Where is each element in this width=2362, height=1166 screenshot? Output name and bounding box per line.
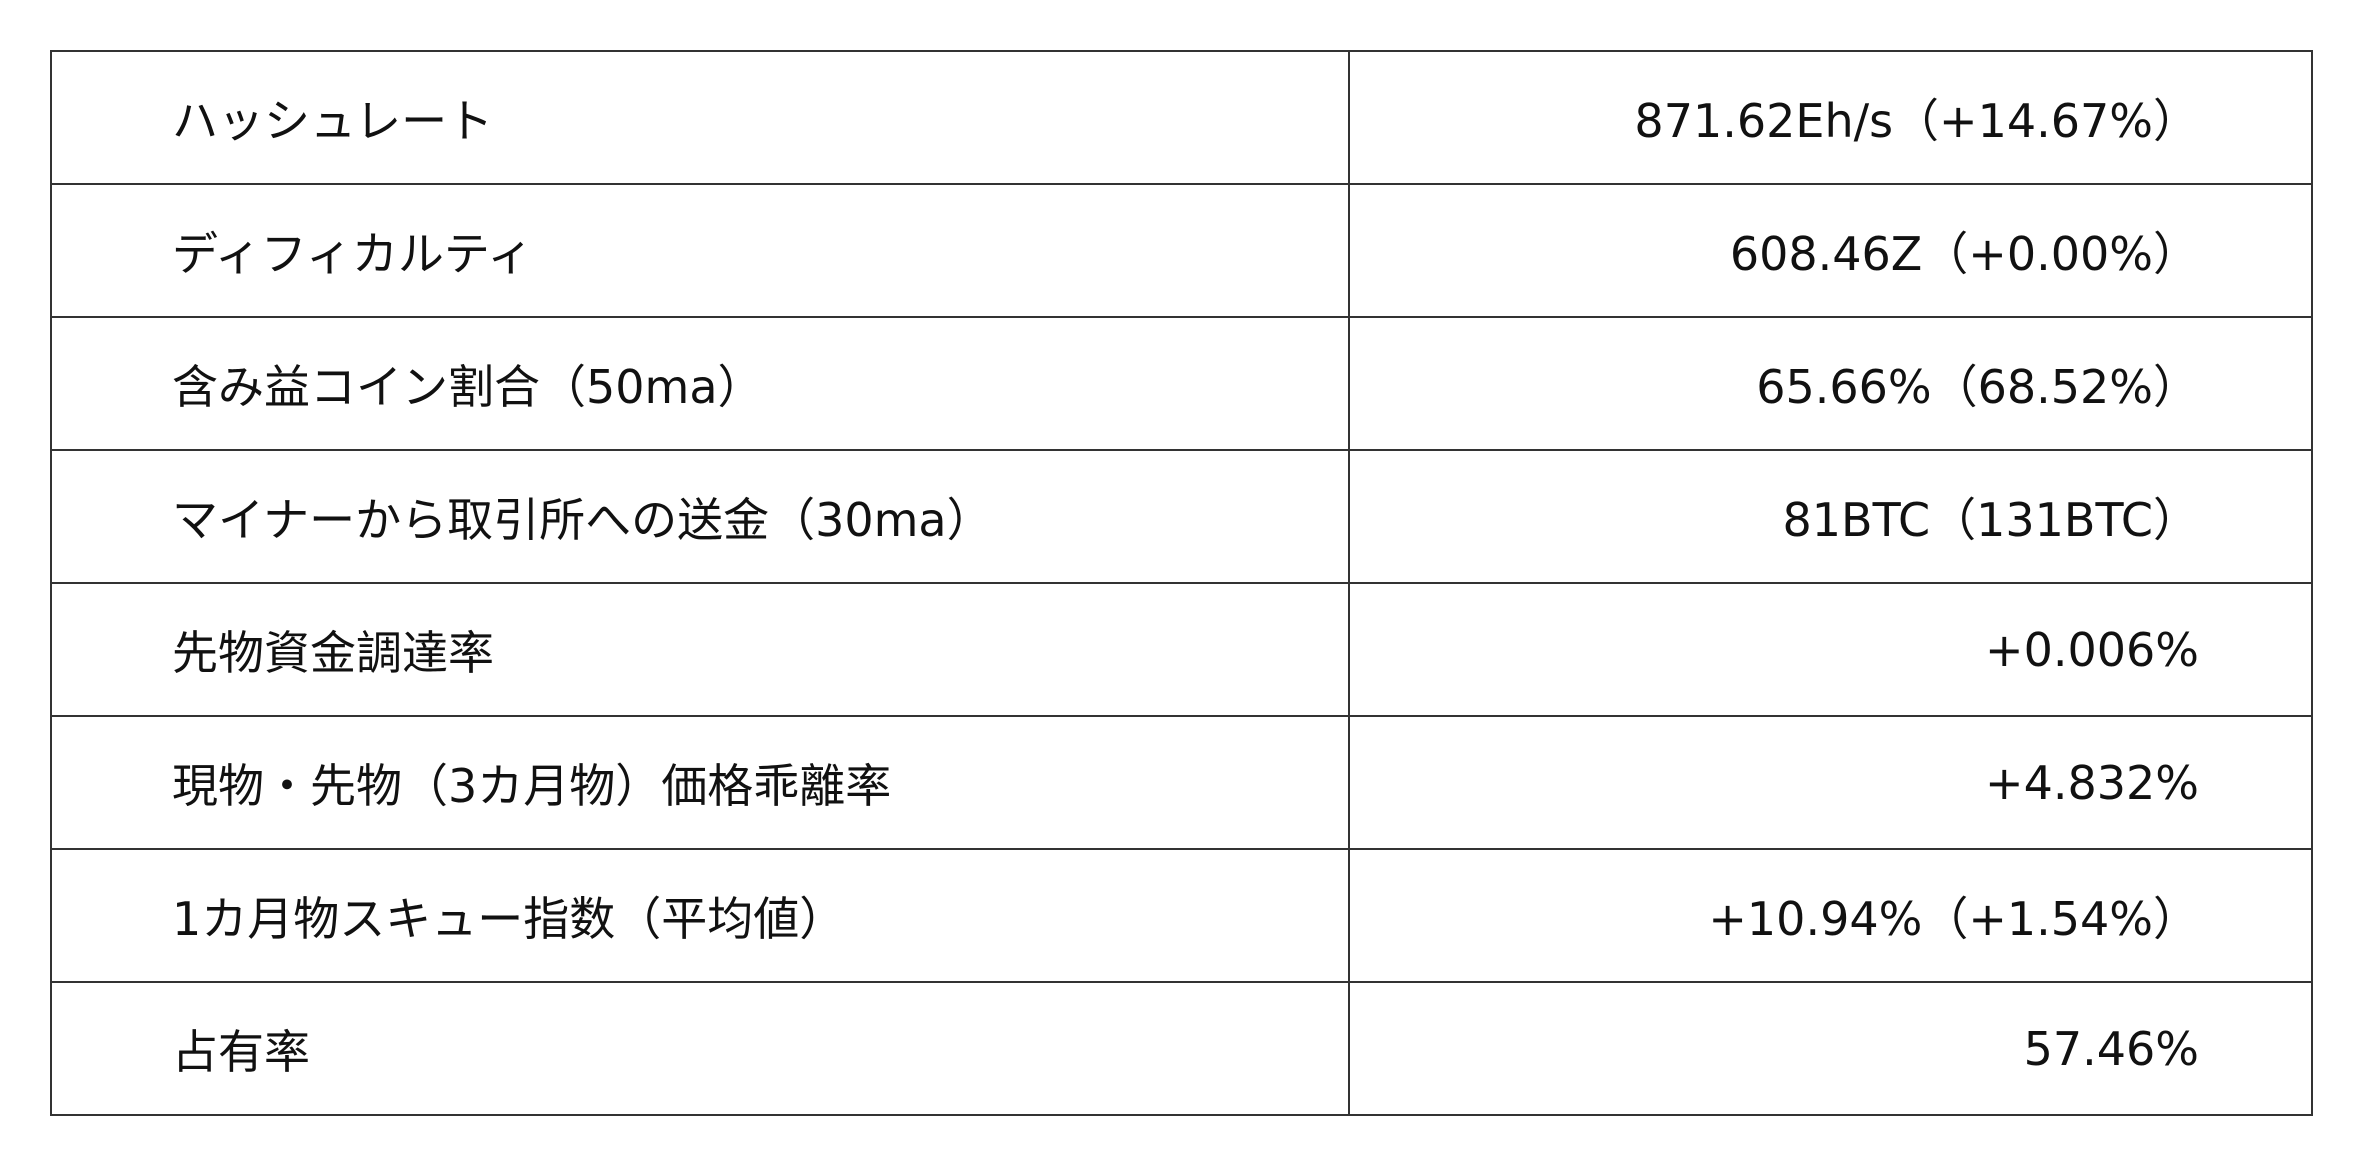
table-row: 現物・先物（3カ月物）価格乖離率 +4.832% (50, 715, 2313, 850)
table-row: マイナーから取引所への送金（30ma） 81BTC（131BTC） (50, 449, 2313, 584)
metric-label: 占有率 (50, 981, 1350, 1116)
metric-label: ハッシュレート (50, 50, 1350, 185)
metric-value: +0.006% (1348, 582, 2313, 717)
metrics-table: ハッシュレート 871.62Eh/s（+14.67%） ディフィカルティ 608.46… (50, 50, 2313, 1116)
table-row: 占有率 57.46% (50, 981, 2313, 1116)
metric-value: 65.66%（68.52%） (1348, 316, 2313, 451)
table-row: 1カ月物スキュー指数（平均値） +10.94%（+1.54%） (50, 848, 2313, 983)
metric-value: 871.62Eh/s（+14.67%） (1348, 50, 2313, 185)
metric-value: +4.832% (1348, 715, 2313, 850)
metric-value: 81BTC（131BTC） (1348, 449, 2313, 584)
metric-label: 1カ月物スキュー指数（平均値） (50, 848, 1350, 983)
metric-label: ディフィカルティ (50, 183, 1350, 318)
table-row: ハッシュレート 871.62Eh/s（+14.67%） (50, 50, 2313, 185)
metric-label: 現物・先物（3カ月物）価格乖離率 (50, 715, 1350, 850)
table-row: 含み益コイン割合（50ma） 65.66%（68.52%） (50, 316, 2313, 451)
metric-value: 57.46% (1348, 981, 2313, 1116)
table-row: 先物資金調達率 +0.006% (50, 582, 2313, 717)
metric-label: マイナーから取引所への送金（30ma） (50, 449, 1350, 584)
metric-value: +10.94%（+1.54%） (1348, 848, 2313, 983)
metric-label: 先物資金調達率 (50, 582, 1350, 717)
metric-label: 含み益コイン割合（50ma） (50, 316, 1350, 451)
metric-value: 608.46Z（+0.00%） (1348, 183, 2313, 318)
table-row: ディフィカルティ 608.46Z（+0.00%） (50, 183, 2313, 318)
